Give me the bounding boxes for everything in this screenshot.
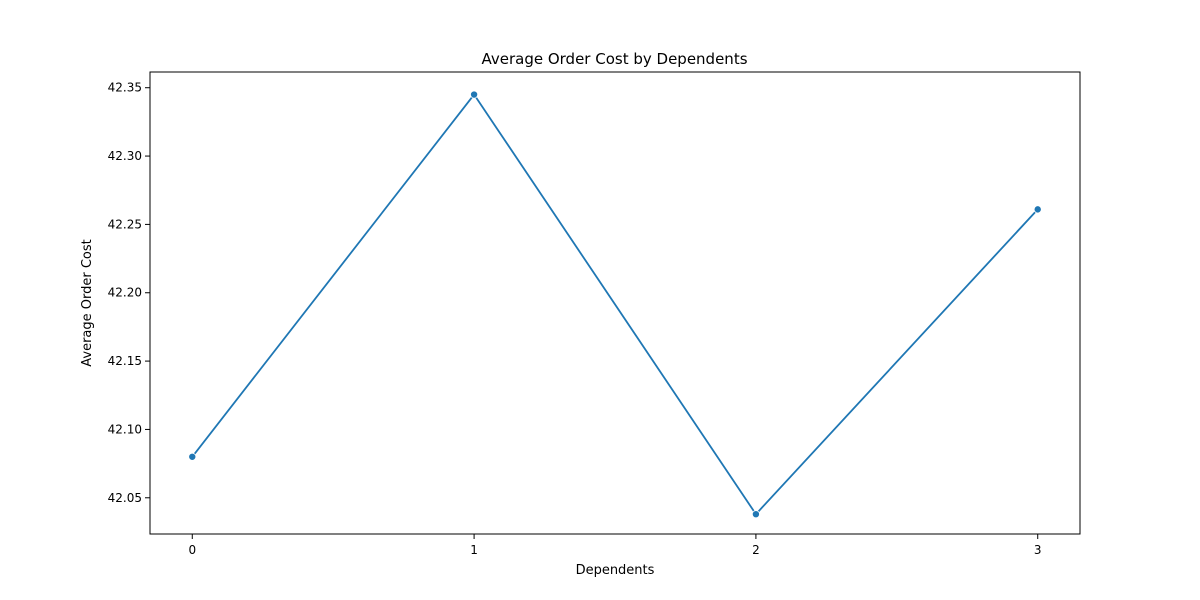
x-axis: 0 1 2 3	[188, 534, 1042, 557]
plot-area	[188, 90, 1042, 519]
chart-title: Average Order Cost by Dependents	[481, 50, 747, 68]
y-axis-label: Average Order Cost	[80, 239, 95, 367]
x-tick-label: 2	[752, 543, 760, 557]
data-point-3	[1033, 205, 1042, 214]
y-tick-label: 42.25	[108, 217, 142, 231]
y-tick-label: 42.05	[108, 491, 142, 505]
data-point-2	[751, 510, 760, 519]
plot-frame	[149, 71, 1081, 535]
y-tick-label: 42.15	[108, 354, 142, 368]
x-axis-label: Dependents	[576, 563, 655, 578]
data-point-0	[188, 452, 197, 461]
y-tick-label: 42.20	[108, 286, 142, 300]
y-tick-label: 42.35	[108, 81, 142, 95]
data-point-1	[470, 90, 479, 99]
x-tick-label: 1	[470, 543, 478, 557]
x-tick-label: 0	[188, 543, 196, 557]
y-tick-label: 42.10	[108, 422, 142, 436]
series-line	[191, 93, 1039, 516]
y-axis: 42.05 42.10 42.15 42.20 42.25 42.30 42.35	[108, 81, 150, 505]
x-tick-label: 3	[1034, 543, 1042, 557]
y-tick-label: 42.30	[108, 149, 142, 163]
